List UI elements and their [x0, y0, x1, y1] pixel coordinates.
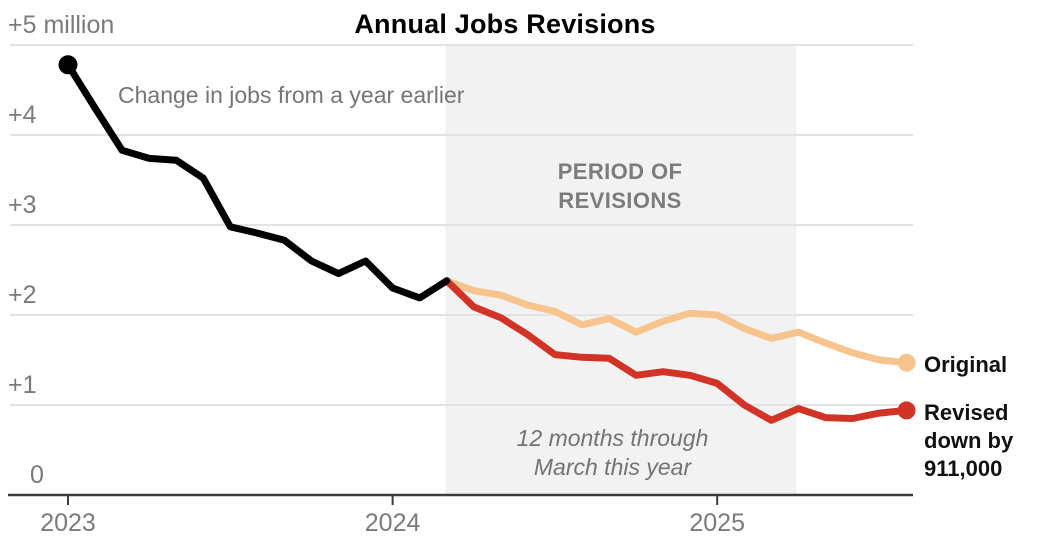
legend-revised-line2: down by	[924, 428, 1014, 453]
period-of-revisions-label: PERIOD OF REVISIONS	[470, 157, 770, 215]
period-label-line2: REVISIONS	[558, 188, 682, 213]
y-axis-label: 0	[30, 461, 44, 489]
y-axis-label: +4	[8, 101, 37, 129]
chart-subtitle: Change in jobs from a year earlier	[118, 82, 465, 108]
y-axis-label: +5 million	[8, 11, 115, 39]
series-line-black	[64, 61, 451, 302]
x-axis-label: 2023	[40, 509, 96, 537]
legend-label-revised: Revised down by 911,000	[924, 399, 1013, 483]
x-axis-label: 2024	[364, 509, 421, 537]
series-line-revised	[443, 277, 911, 424]
legend-revised-line3: 911,000	[924, 456, 1003, 481]
annotation-line2: March this year	[533, 454, 692, 480]
legend-label-original: Original	[924, 352, 1008, 377]
y-axis-label: +3	[8, 191, 37, 219]
x-axis-label: 2025	[689, 509, 745, 537]
revision-period-band	[445, 46, 797, 495]
legend-revised-line1: Revised	[924, 400, 1009, 425]
chart-title: Annual Jobs Revisions	[354, 9, 656, 39]
y-axis-label: +1	[8, 371, 37, 399]
series-line-original	[443, 277, 911, 367]
period-label-line1: PERIOD OF	[557, 159, 683, 184]
series-start-dot	[58, 55, 78, 75]
y-axis-label: +2	[8, 281, 37, 309]
series-end-dot-revised	[897, 401, 916, 420]
twelve-months-annotation: 12 months through March this year	[460, 424, 765, 482]
annotation-line1: 12 months through	[516, 425, 709, 451]
series-end-dot-original	[897, 353, 916, 372]
